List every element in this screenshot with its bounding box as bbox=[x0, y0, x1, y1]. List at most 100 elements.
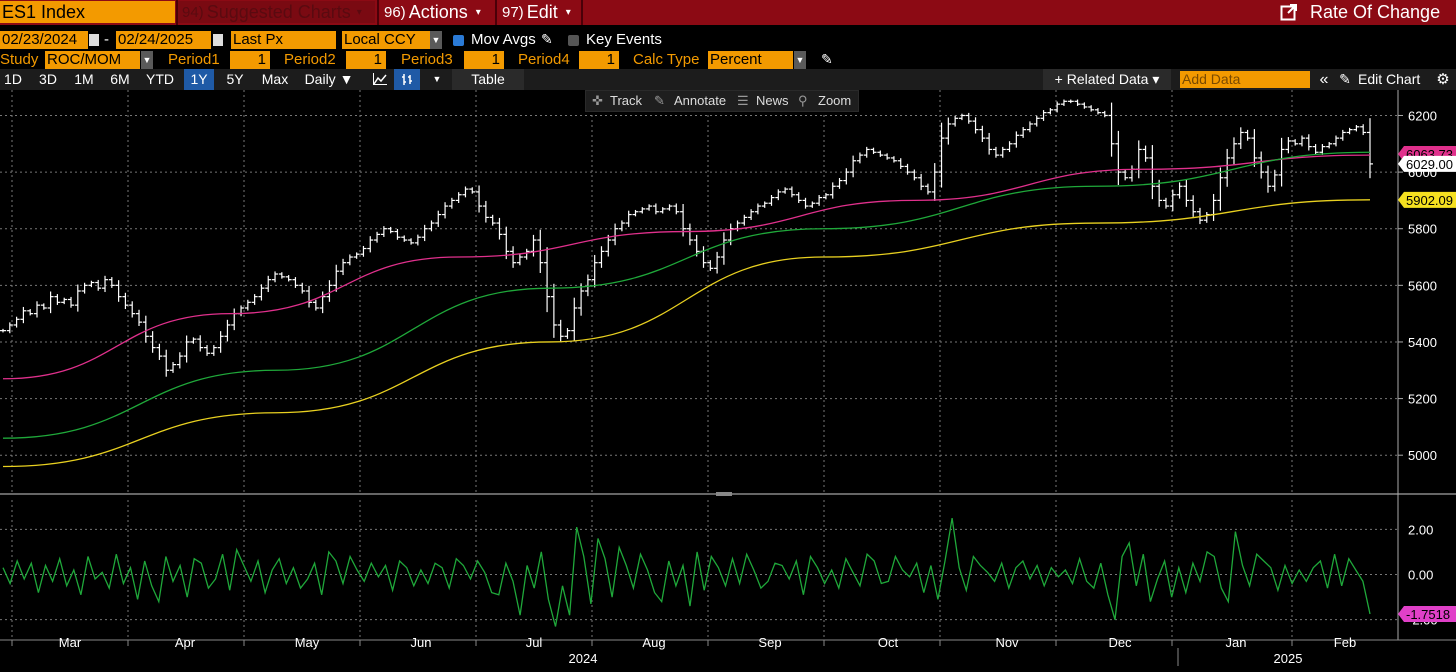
range-button-1d[interactable]: 1D bbox=[4, 71, 22, 87]
range-button-1y[interactable]: 1Y bbox=[184, 69, 214, 90]
bar-chart-icon[interactable] bbox=[394, 69, 420, 90]
ticker-field[interactable]: ES1 Index bbox=[0, 1, 175, 23]
price-bar bbox=[795, 192, 802, 203]
news-button[interactable]: News bbox=[756, 93, 789, 108]
period2-label: Period2 bbox=[284, 51, 336, 68]
key-events-checkbox[interactable] bbox=[568, 35, 579, 46]
price-bar bbox=[516, 254, 523, 266]
price-bar bbox=[972, 117, 979, 134]
price-bar bbox=[190, 337, 197, 344]
price-bar bbox=[1081, 102, 1088, 109]
x-tick-label: Mar bbox=[59, 635, 82, 650]
price-bar bbox=[231, 308, 238, 331]
calc-type-label: Calc Type bbox=[633, 51, 700, 68]
crosshair-icon: ✜ bbox=[592, 93, 603, 108]
price-bar bbox=[1237, 127, 1244, 149]
field-select[interactable]: Last Px bbox=[231, 31, 336, 49]
rate-of-change-label: Rate Of Change bbox=[1310, 1, 1441, 22]
calendar-icon[interactable] bbox=[213, 34, 223, 46]
mov-avgs-checkbox[interactable] bbox=[453, 35, 464, 46]
calendar-icon[interactable] bbox=[89, 34, 99, 46]
price-bar bbox=[163, 349, 170, 377]
currency-select[interactable]: Local CCY bbox=[342, 31, 430, 49]
chart-toolbar: 1D 3D 1M 6M YTD 1Y 5Y Max Daily ▼ ▼ Table + Rel… bbox=[0, 69, 1456, 90]
divider bbox=[581, 0, 583, 25]
study-select[interactable]: ROC/MOM bbox=[45, 51, 140, 69]
price-bar bbox=[788, 186, 795, 198]
key-events-label: Key Events bbox=[586, 31, 662, 48]
chevron-down-icon[interactable]: ▼ bbox=[794, 51, 806, 69]
price-bar bbox=[1326, 142, 1333, 149]
period1-field[interactable]: 1 bbox=[230, 51, 270, 69]
chevron-down-icon[interactable]: ▼ bbox=[430, 31, 442, 49]
price-bar bbox=[61, 297, 68, 305]
period2-field[interactable]: 1 bbox=[346, 51, 386, 69]
y-tick-label: 6200 bbox=[1408, 108, 1437, 123]
price-bar bbox=[1203, 211, 1210, 223]
period3-field[interactable]: 1 bbox=[464, 51, 504, 69]
price-chart[interactable]: 5000520054005600580060006200-2.000.002.0… bbox=[0, 90, 1456, 672]
range-button-3d[interactable]: 3D bbox=[39, 71, 57, 87]
range-button-1m[interactable]: 1M bbox=[74, 71, 94, 87]
price-bar bbox=[741, 214, 748, 226]
price-bar bbox=[1346, 127, 1353, 135]
pencil-icon[interactable]: ✎ bbox=[821, 51, 833, 67]
price-bar bbox=[238, 305, 245, 317]
roc-value-flag: -1.7518 bbox=[1398, 606, 1456, 623]
search-icon: ⚲ bbox=[798, 93, 808, 108]
related-data-menu[interactable]: + Related Data ▾ bbox=[1043, 69, 1171, 90]
start-date-field[interactable]: 02/23/2024 bbox=[0, 31, 88, 49]
add-data-input[interactable]: Add Data bbox=[1180, 71, 1310, 88]
annotate-button[interactable]: Annotate bbox=[674, 93, 727, 108]
zoom-button[interactable]: Zoom bbox=[818, 93, 852, 108]
end-date-field[interactable]: 02/24/2025 bbox=[116, 31, 211, 49]
price-bar bbox=[258, 284, 265, 301]
range-button-max[interactable]: Max bbox=[261, 71, 289, 87]
gear-icon[interactable]: ⚙ bbox=[1436, 71, 1450, 88]
actions-menu[interactable]: 96) Actions ▾ bbox=[380, 1, 495, 23]
price-bar bbox=[1332, 135, 1339, 147]
edit-chart-button[interactable]: Edit Chart bbox=[1358, 71, 1421, 87]
price-bar bbox=[346, 254, 353, 266]
price-bar bbox=[686, 223, 693, 246]
suggested-charts-menu[interactable]: 94) Suggested Charts ▾ bbox=[178, 1, 375, 23]
track-button[interactable]: Track bbox=[610, 93, 643, 108]
price-bar bbox=[1305, 134, 1312, 151]
price-bar bbox=[1040, 110, 1047, 121]
pencil-icon[interactable]: ✎ bbox=[541, 31, 553, 47]
x-tick-label: Feb bbox=[1334, 635, 1356, 650]
study-label: Study bbox=[0, 51, 39, 68]
price-bar bbox=[1312, 144, 1319, 155]
frequency-select[interactable]: Daily ▼ bbox=[304, 71, 354, 87]
price-bar bbox=[1156, 179, 1163, 207]
y-tick-label: 5800 bbox=[1408, 222, 1437, 237]
price-bar bbox=[272, 271, 279, 283]
period4-field[interactable]: 1 bbox=[579, 51, 619, 69]
edit-label: Edit bbox=[526, 1, 558, 22]
price-bar bbox=[700, 246, 707, 268]
date-dash: - bbox=[104, 31, 109, 48]
table-button[interactable]: Table bbox=[452, 69, 524, 90]
chevron-down-icon[interactable]: ▼ bbox=[141, 51, 153, 69]
divider bbox=[377, 0, 379, 25]
collapse-icon[interactable]: « bbox=[1319, 71, 1329, 88]
calc-type-select[interactable]: Percent bbox=[708, 51, 793, 69]
range-button-6m[interactable]: 6M bbox=[110, 71, 130, 87]
price-bar bbox=[673, 203, 680, 215]
price-bar bbox=[353, 252, 360, 259]
ma100-line bbox=[2, 151, 1371, 439]
price-bar bbox=[979, 125, 986, 142]
line-chart-icon[interactable] bbox=[368, 69, 392, 90]
edit-menu[interactable]: 97) Edit ▾ bbox=[498, 1, 580, 23]
price-bar bbox=[54, 294, 61, 305]
y-tick-label: 5200 bbox=[1408, 392, 1437, 407]
rate-of-change-title[interactable]: Rate Of Change bbox=[1280, 1, 1456, 23]
price-bar bbox=[1108, 102, 1115, 157]
period1-label: Period1 bbox=[168, 51, 220, 68]
range-button-ytd[interactable]: YTD bbox=[146, 71, 174, 87]
price-bar bbox=[1047, 108, 1054, 115]
price-bar bbox=[1244, 129, 1251, 141]
price-bar bbox=[122, 292, 129, 310]
chevron-down-icon[interactable]: ▼ bbox=[432, 74, 442, 84]
range-button-5y[interactable]: 5Y bbox=[226, 71, 244, 87]
